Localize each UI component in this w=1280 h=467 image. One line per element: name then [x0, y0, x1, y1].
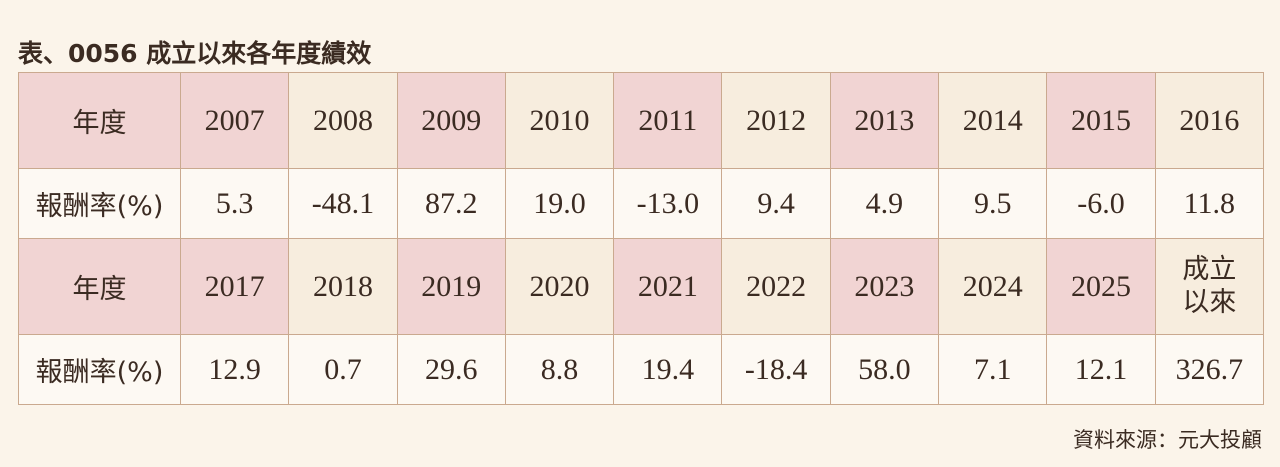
return-cell: 12.9	[179, 334, 290, 405]
source-note: 資料來源：元大投顧	[1073, 428, 1262, 452]
return-cell: 19.0	[504, 168, 615, 239]
return-cell: 326.7	[1154, 334, 1265, 405]
year-cell: 2010	[504, 72, 615, 169]
year-cell: 2025	[1046, 238, 1156, 335]
year-cell: 2015	[1046, 72, 1156, 169]
year-cell: 2007	[179, 72, 290, 169]
return-cell: 0.7	[288, 334, 398, 405]
value-row: 報酬率(%) 12.9 0.7 29.6 8.8 19.4 -18.4 58.0 7.1 12.1…	[18, 334, 1265, 405]
return-cell: -6.0	[1046, 168, 1156, 239]
year-cell: 2022	[721, 238, 831, 335]
return-cell: 58.0	[829, 334, 940, 405]
returns-table: 年度 2007 2008 2009 2010 2011 2012 2013 2014 2015 20…	[18, 72, 1265, 405]
row-label: 報酬率(%)	[18, 334, 181, 405]
return-cell: -13.0	[613, 168, 723, 239]
year-cell: 成立以來	[1154, 238, 1265, 335]
return-cell: 4.9	[829, 168, 940, 239]
year-cell: 2020	[504, 238, 615, 335]
row-label: 年度	[18, 238, 181, 335]
return-cell: 12.1	[1046, 334, 1156, 405]
year-cell: 2014	[938, 72, 1048, 169]
row-label: 年度	[18, 72, 181, 169]
year-cell: 2023	[829, 238, 940, 335]
cell-text: 成立以來	[1182, 254, 1237, 318]
year-cell: 2021	[613, 238, 723, 335]
return-cell: 29.6	[396, 334, 506, 405]
return-cell: 5.3	[179, 168, 290, 239]
return-cell: -48.1	[288, 168, 398, 239]
return-cell: 7.1	[938, 334, 1048, 405]
table-title: 表、0056 成立以來各年度績效	[18, 39, 372, 68]
value-row: 報酬率(%) 5.3 -48.1 87.2 19.0 -13.0 9.4 4.9 9.5 -6.0…	[18, 168, 1265, 239]
return-cell: -18.4	[721, 334, 831, 405]
return-cell: 9.4	[721, 168, 831, 239]
year-cell: 2018	[288, 238, 398, 335]
year-cell: 2017	[179, 238, 290, 335]
return-cell: 9.5	[938, 168, 1048, 239]
return-cell: 8.8	[504, 334, 615, 405]
return-cell: 19.4	[613, 334, 723, 405]
year-cell: 2008	[288, 72, 398, 169]
return-cell: 87.2	[396, 168, 506, 239]
year-cell: 2012	[721, 72, 831, 169]
header-row: 年度 2017 2018 2019 2020 2021 2022 2023 2024 2025 成立…	[18, 238, 1265, 335]
return-cell: 11.8	[1154, 168, 1265, 239]
year-cell: 2011	[613, 72, 723, 169]
row-label: 報酬率(%)	[18, 168, 181, 239]
year-cell: 2013	[829, 72, 940, 169]
header-row: 年度 2007 2008 2009 2010 2011 2012 2013 2014 2015 20…	[18, 72, 1265, 169]
year-cell: 2016	[1154, 72, 1265, 169]
year-cell: 2024	[938, 238, 1048, 335]
year-cell: 2019	[396, 238, 506, 335]
year-cell: 2009	[396, 72, 506, 169]
